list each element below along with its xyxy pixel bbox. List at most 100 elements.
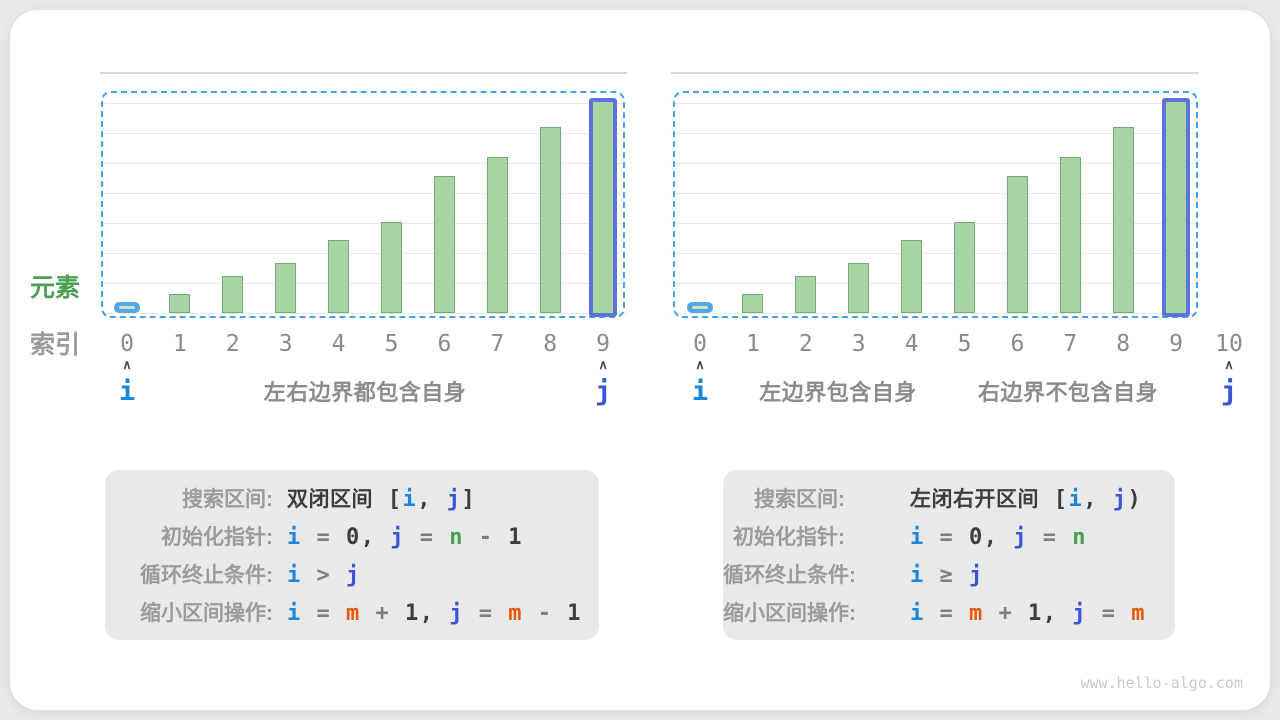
pointer-label-i: i: [691, 376, 709, 407]
code-token: m: [508, 601, 523, 626]
rule-row-label: 初始化指针:: [161, 526, 273, 549]
rule-row-label: 初始化指针:: [733, 526, 845, 549]
code-token: =: [301, 525, 346, 550]
code-token: m: [1131, 601, 1146, 626]
code-token: 0,: [346, 525, 391, 550]
index-label: 0: [693, 331, 707, 357]
code-token: =: [405, 525, 450, 550]
tiny-bar-stripe: [119, 306, 135, 309]
code-token: j: [446, 487, 462, 512]
grid-line: [100, 283, 627, 284]
i-pointer-highlight-bar: [687, 302, 713, 313]
code-token: -: [464, 525, 509, 550]
chart-caption: 右边界不包含自身: [977, 380, 1159, 405]
code-token: j: [449, 601, 464, 626]
code-token: >: [301, 563, 346, 588]
j-pointer-highlighted-bar: [589, 98, 618, 317]
index-label: 3: [278, 331, 293, 357]
code-token: i: [910, 563, 925, 588]
array-bar: [539, 127, 561, 313]
code-token: m: [346, 601, 361, 626]
code-token: +: [983, 601, 1028, 626]
index-label: 6: [437, 331, 452, 357]
index-label: 5: [384, 331, 399, 357]
code-token: 双闭区间: [287, 488, 373, 511]
rule-row: 搜索区间: 双闭区间 [i, j]: [105, 481, 599, 519]
grid-line: [671, 133, 1199, 134]
grid-line: [100, 133, 627, 134]
rule-row-code: 双闭区间 [i, j]: [287, 481, 476, 519]
code-token: i: [910, 525, 925, 550]
code-token: j: [390, 525, 405, 550]
rule-row: 搜索区间: 左闭右开区间 [i, j): [723, 481, 1175, 519]
array-bar: [954, 222, 975, 313]
rule-box-half-open-interval-rules: 搜索区间: 左闭右开区间 [i, j) 初始化指针: i = 0, j = n 循环终止…: [723, 470, 1175, 640]
index-label: 5: [957, 331, 972, 357]
caret-up-icon: ∧: [695, 357, 705, 372]
index-label: 3: [851, 331, 866, 357]
code-token: j: [1013, 525, 1028, 550]
rule-row-code: i = m + 1, j = m: [910, 595, 1146, 633]
index-label: 1: [172, 331, 187, 357]
code-token: m: [969, 601, 984, 626]
code-token: i: [910, 601, 925, 626]
code-token: =: [1087, 601, 1132, 626]
code-token: j: [1112, 487, 1128, 512]
code-token: +: [360, 601, 405, 626]
array-bar: [742, 294, 764, 313]
rule-row-label: 缩小区间操作:: [723, 602, 856, 625]
code-token: 0,: [969, 525, 1014, 550]
array-bar: [222, 276, 244, 313]
code-token: 1,: [405, 601, 450, 626]
rule-row-label: 循环终止条件:: [140, 564, 273, 587]
grid-line: [100, 253, 627, 254]
rule-row: 初始化指针: i = 0, j = n: [723, 519, 1175, 557]
grid-top-line: [100, 72, 627, 74]
code-token: =: [924, 601, 969, 626]
array-bar: [1059, 157, 1081, 313]
code-token: 左闭右开区间: [910, 488, 1039, 511]
code-token: j: [1072, 601, 1087, 626]
code-token: n: [449, 525, 464, 550]
array-bar: [1006, 176, 1028, 313]
code-token: i: [1068, 487, 1084, 512]
rule-row: 循环终止条件: i ≥ j: [723, 557, 1175, 595]
grid-line: [671, 283, 1199, 284]
code-token: n: [1072, 525, 1087, 550]
rule-row: 初始化指针: i = 0, j = n - 1: [105, 519, 599, 557]
code-token: ≥: [924, 563, 969, 588]
code-token: ,: [417, 487, 447, 512]
chart-caption: 左边界包含自身: [759, 380, 917, 405]
caret-up-icon: ∧: [598, 357, 608, 372]
grid-line: [671, 313, 1199, 314]
code-token: ]: [461, 487, 477, 512]
index-label: 6: [1010, 331, 1025, 357]
code-token: -: [523, 601, 568, 626]
index-label: 9: [596, 331, 611, 357]
rule-row: 缩小区间操作: i = m + 1, j = m - 1: [105, 595, 599, 633]
code-token: ,: [1083, 487, 1113, 512]
array-bar: [795, 276, 817, 313]
index-label: 0: [120, 331, 134, 357]
code-token: i: [287, 601, 302, 626]
index-label: 4: [331, 331, 346, 357]
pointer-label-j: j: [1220, 376, 1238, 407]
chart-caption: 左右边界都包含自身: [263, 380, 467, 405]
tiny-bar-stripe: [692, 306, 708, 309]
array-bar: [433, 176, 455, 313]
i-pointer-highlight-bar: [114, 302, 140, 313]
search-range-dashed-box: [673, 91, 1198, 318]
index-label: 2: [798, 331, 813, 357]
index-label: 2: [225, 331, 240, 357]
rule-row-label: 循环终止条件:: [723, 564, 856, 587]
grid-line: [671, 103, 1199, 104]
y-axis-label: 元素: [30, 274, 81, 302]
search-range-dashed-box: [101, 91, 625, 318]
grid-line: [100, 193, 627, 194]
code-token: 1,: [1028, 601, 1073, 626]
rule-row: 缩小区间操作: i = m + 1, j = m: [723, 595, 1175, 633]
index-label: 9: [1169, 331, 1184, 357]
array-bar: [275, 263, 297, 313]
rule-row-label: 缩小区间操作:: [140, 602, 273, 625]
